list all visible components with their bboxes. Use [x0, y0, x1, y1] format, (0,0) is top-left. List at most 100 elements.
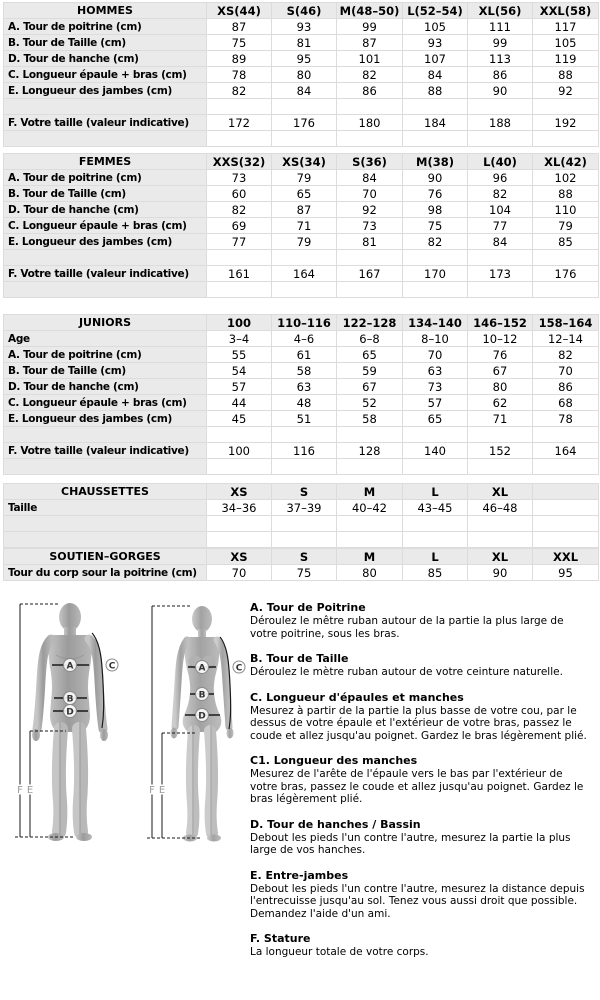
- size-value: 54: [206, 362, 272, 379]
- column-header: M: [336, 483, 403, 500]
- table-row: E. Longueur des jambes (cm) 45 51 58 65 71 78: [3, 410, 599, 427]
- size-value: 75: [206, 34, 272, 51]
- column-header: XS(44): [206, 2, 272, 19]
- table-row: [3, 281, 599, 298]
- size-value: 102: [532, 169, 599, 186]
- size-value: [467, 531, 533, 548]
- row-label: B. Tour de Taille (cm): [3, 185, 207, 202]
- size-value: 176: [532, 265, 599, 282]
- instruction-heading: C1. Longueur des manches: [250, 754, 418, 767]
- row-label: B. Tour de Taille (cm): [3, 362, 207, 379]
- size-value: 79: [271, 233, 337, 250]
- size-value: 87: [336, 34, 403, 51]
- row-label: F. Votre taille (valeur indicative): [3, 265, 207, 282]
- size-value: [206, 130, 272, 147]
- size-value: 78: [206, 66, 272, 83]
- female-body-diagram: A B D C F E: [147, 605, 246, 842]
- female-hips-marker: D: [195, 708, 209, 722]
- size-value: 6–8: [336, 330, 403, 347]
- column-header: S(36): [336, 153, 403, 170]
- size-value: 76: [467, 346, 533, 363]
- size-value: [532, 499, 599, 516]
- size-guide-page: HOMMES XS(44) S(46) M(48–50) L(52–54) XL(56) X…: [0, 2, 599, 959]
- size-value: 113: [467, 50, 533, 67]
- size-value: [532, 426, 599, 443]
- female-inseam-marker: E: [159, 785, 165, 796]
- row-label: C. Longueur épaule + bras (cm): [3, 394, 207, 411]
- row-label: [3, 426, 207, 443]
- section-title-juniors: JUNIORS: [3, 314, 207, 331]
- row-label: [3, 130, 207, 147]
- size-value: 82: [206, 82, 272, 99]
- male-chest-marker: A: [63, 658, 77, 672]
- size-value: 117: [532, 18, 599, 35]
- column-header: XXL: [532, 548, 599, 565]
- instruction-heading: D. Tour de hanches / Bassin: [250, 817, 421, 831]
- section-title-soutien_gorges: SOUTIEN–GORGES: [3, 548, 207, 565]
- table-row: [3, 426, 599, 443]
- size-value: 68: [532, 394, 599, 411]
- instruction-heading: C. Longueur d'épaules et manches: [250, 690, 464, 704]
- size-value: 73: [206, 169, 272, 186]
- column-header: XXS(32): [206, 153, 272, 170]
- size-value: [532, 515, 599, 532]
- size-value: 79: [532, 217, 599, 234]
- row-label: [3, 515, 207, 532]
- instruction-heading: F. Stature: [250, 932, 311, 945]
- svg-text:A: A: [67, 662, 74, 672]
- size-value: 93: [271, 18, 337, 35]
- size-value: 71: [271, 217, 337, 234]
- instruction-section: C. Longueur d'épaules et manches Mesurez …: [250, 691, 590, 743]
- table-row: A. Tour de poitrine (cm) 55 61 65 70 76 82: [3, 346, 599, 363]
- size-value: 180: [336, 114, 403, 131]
- size-table-femmes: FEMMES XXS(32) XS(34) S(36) M(38) L(40) XL(42)…: [3, 153, 599, 298]
- size-value: [336, 531, 403, 548]
- male-waist-marker: B: [63, 691, 77, 705]
- size-value: 99: [336, 18, 403, 35]
- size-value: 77: [467, 217, 533, 234]
- body-diagrams: A B D C F E: [0, 601, 250, 959]
- table-row: A. Tour de poitrine (cm) 87 93 99 105 111 117: [3, 18, 599, 35]
- size-value: 57: [402, 394, 468, 411]
- section-title-chaussettes: CHAUSSETTES: [3, 483, 207, 500]
- size-value: 84: [336, 169, 403, 186]
- row-label: E. Longueur des jambes (cm): [3, 82, 207, 99]
- size-value: 80: [467, 378, 533, 395]
- size-value: 65: [336, 346, 403, 363]
- male-hips-marker: D: [63, 704, 77, 718]
- table-row: D. Tour de hanche (cm) 89 95 101 107 113 119: [3, 50, 599, 67]
- row-label: Tour du corp sour la poitrine (cm): [3, 564, 207, 581]
- column-header: S: [271, 483, 337, 500]
- size-value: 48: [271, 394, 337, 411]
- table-row: C. Longueur épaule + bras (cm) 78 80 82 84 86…: [3, 66, 599, 83]
- table-row: E. Longueur des jambes (cm) 77 79 81 82 84 85: [3, 233, 599, 250]
- size-value: 85: [402, 564, 468, 581]
- size-value: [206, 98, 272, 115]
- size-value: 105: [532, 34, 599, 51]
- instruction-body: La longueur totale de votre corps.: [250, 946, 429, 958]
- table-row: [3, 98, 599, 115]
- size-value: [271, 130, 337, 147]
- size-value: 71: [467, 410, 533, 427]
- size-value: 67: [467, 362, 533, 379]
- size-value: [336, 130, 403, 147]
- size-value: 92: [336, 201, 403, 218]
- size-value: [467, 426, 533, 443]
- column-header: M(48–50): [336, 2, 403, 19]
- size-value: [336, 426, 403, 443]
- size-value: [532, 249, 599, 266]
- table-row: D. Tour de hanche (cm) 57 63 67 73 80 86: [3, 378, 599, 395]
- instruction-heading: E. Entre-jambes: [250, 868, 349, 882]
- size-value: 110: [532, 201, 599, 218]
- column-header: L(52–54): [402, 2, 468, 19]
- size-value: 10–12: [467, 330, 533, 347]
- table-row: C. Longueur épaule + bras (cm) 69 71 73 75 77…: [3, 217, 599, 234]
- size-value: 58: [271, 362, 337, 379]
- table-row: A. Tour de poitrine (cm) 73 79 84 90 96 102: [3, 169, 599, 186]
- male-sleeve-marker: C: [105, 658, 119, 672]
- size-value: [336, 249, 403, 266]
- row-label: B. Tour de Taille (cm): [3, 34, 207, 51]
- table-row: Age 3–4 4–6 6–8 8–10 10–12 12–14: [3, 330, 599, 347]
- size-value: [532, 98, 599, 115]
- female-stature-marker: F: [149, 785, 155, 796]
